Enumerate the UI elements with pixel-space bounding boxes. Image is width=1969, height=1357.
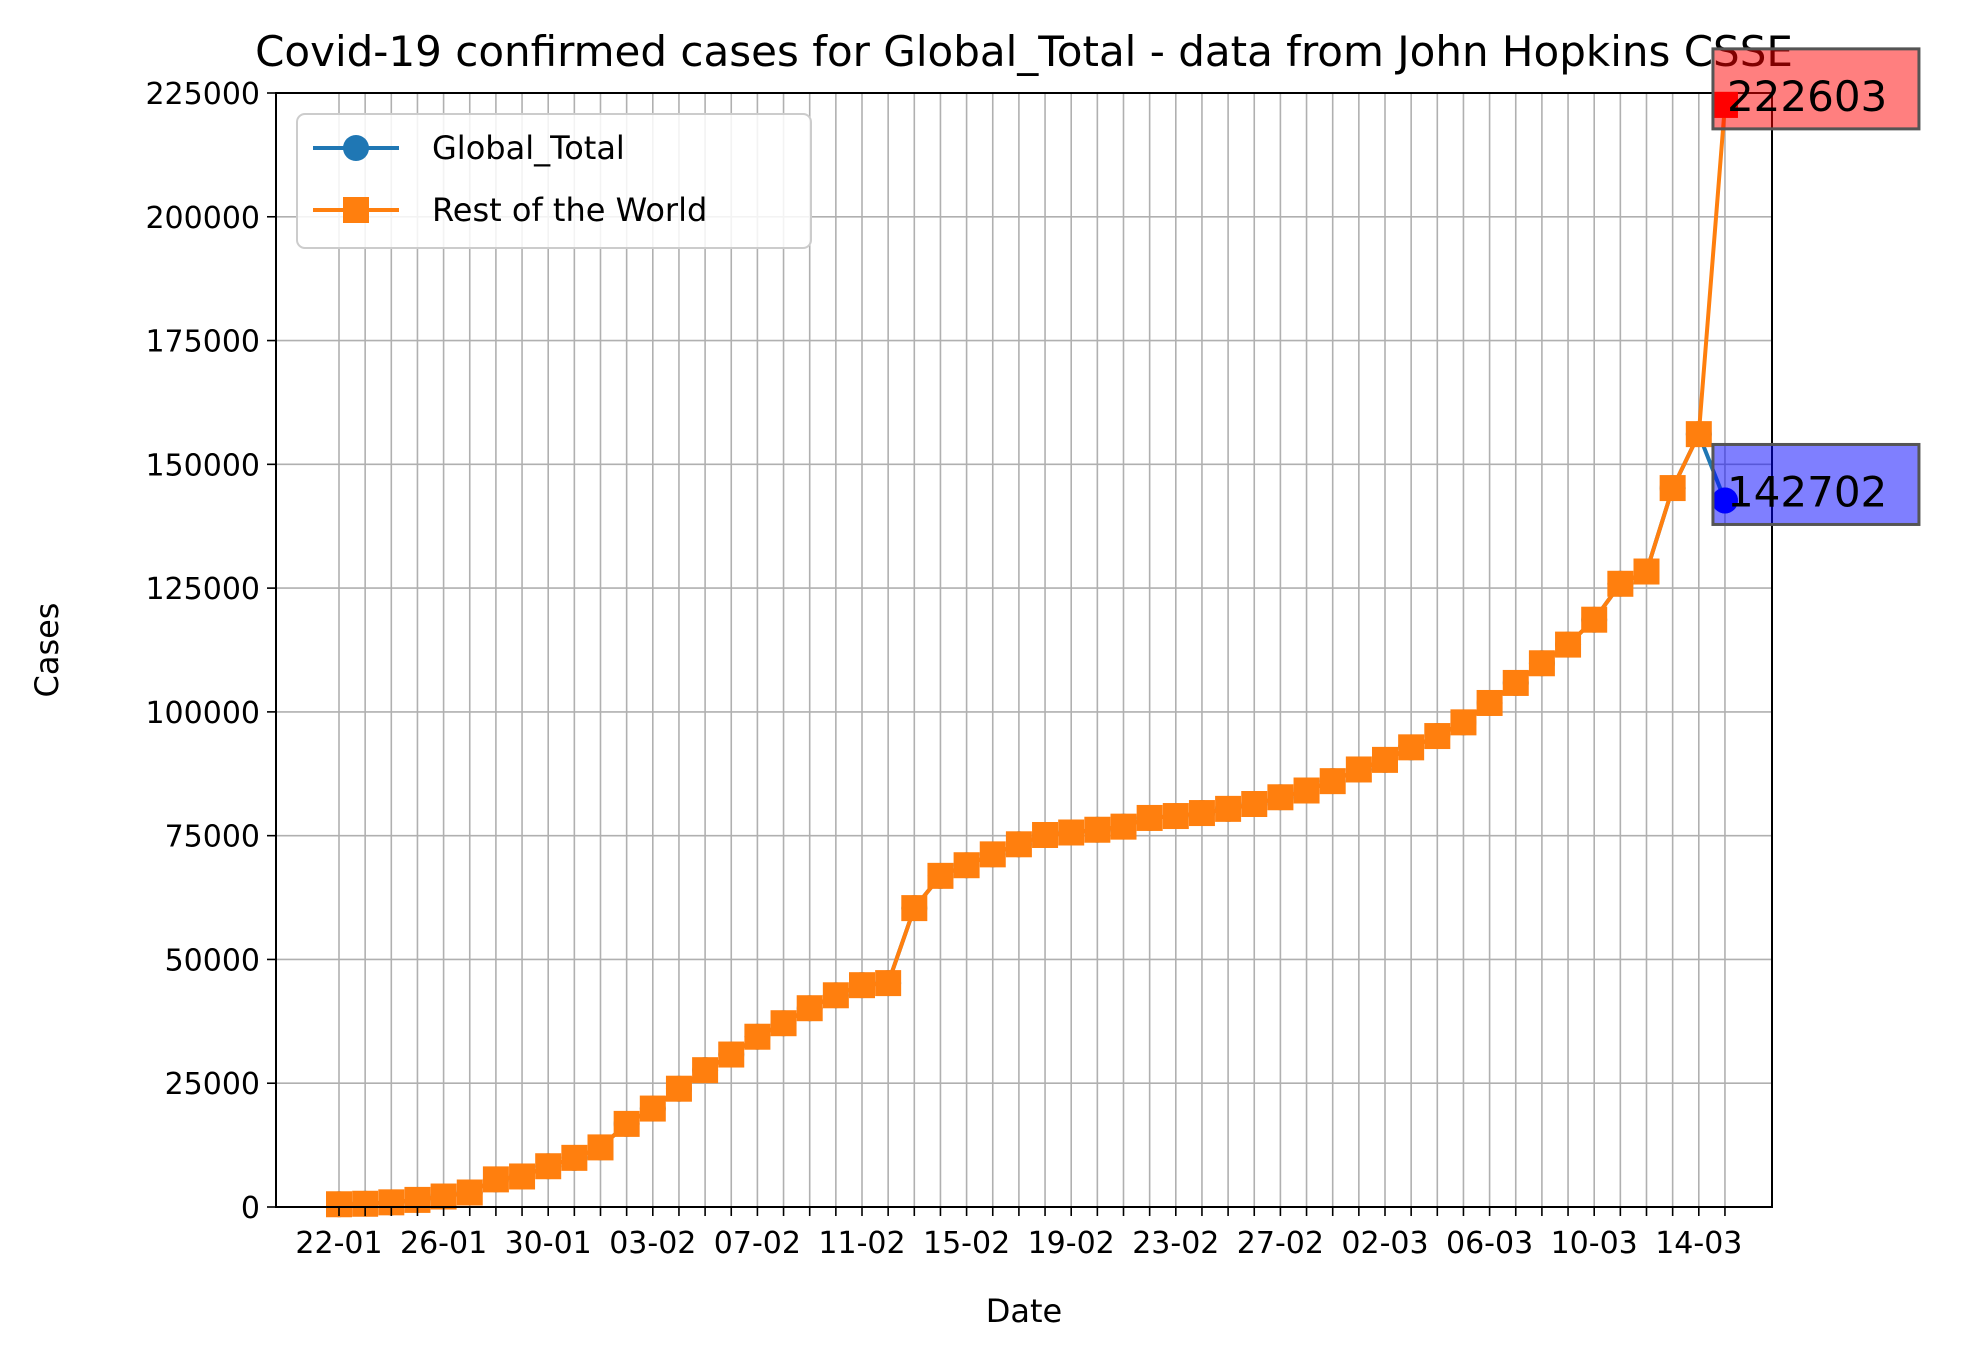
grid: [276, 92, 1772, 1208]
chart-title: Covid-19 confirmed cases for Global_Tota…: [255, 27, 1793, 76]
y-tick-label: 200000: [145, 201, 260, 236]
y-tick-label: 25000: [165, 1067, 260, 1102]
annotations: 142702 222603: [1711, 47, 1921, 526]
x-tick-label: 23-02: [1132, 1226, 1219, 1261]
x-tick-label: 19-02: [1028, 1226, 1115, 1261]
data-point: [1267, 784, 1294, 811]
y-tick-label: 125000: [145, 572, 260, 607]
annotation-label: 222603: [1727, 72, 1887, 121]
x-tick-label: 22-01: [295, 1226, 382, 1261]
data-point: [927, 862, 954, 889]
data-point: [1581, 606, 1608, 633]
data-point: [692, 1057, 719, 1084]
x-tick-label: 07-02: [714, 1226, 801, 1261]
data-point: [979, 841, 1006, 868]
data-point: [1607, 570, 1634, 597]
data-point: [587, 1134, 614, 1161]
legend-item: Rest of the World: [313, 191, 707, 229]
series-line: [338, 104, 1727, 1207]
data-point: [1555, 631, 1582, 658]
legend-label: Rest of the World: [432, 191, 707, 229]
data-point: [482, 1166, 509, 1193]
data-point: [953, 852, 980, 879]
y-tick-label: 175000: [145, 325, 260, 360]
data-point: [770, 1010, 797, 1037]
legend-item: Global_Total: [313, 129, 625, 167]
series-rest-of-the-world: [326, 91, 1738, 1218]
data-point: [849, 972, 875, 999]
data-point: [1450, 709, 1477, 736]
y-tick-label: 50000: [165, 943, 260, 978]
data-point: [1188, 800, 1215, 827]
data-point: [1084, 816, 1111, 843]
data-point: [1502, 669, 1529, 696]
data-point: [1476, 689, 1503, 716]
annotation-label: 142702: [1727, 467, 1887, 516]
data-point: [1136, 804, 1163, 831]
x-tick-label: 26-01: [400, 1226, 487, 1261]
data-point: [718, 1041, 745, 1068]
x-tick-label: 11-02: [818, 1226, 905, 1261]
plot-frame: [275, 92, 1773, 1208]
data-point: [430, 1183, 457, 1210]
y-tick-label: 75000: [165, 820, 260, 855]
y-tick-label: 0: [241, 1191, 260, 1226]
data-point: [509, 1163, 536, 1190]
data-point: [901, 895, 928, 922]
x-tick-label: 14-03: [1655, 1226, 1742, 1261]
data-point: [1005, 831, 1032, 858]
data-point: [796, 995, 823, 1022]
data-point: [1398, 734, 1425, 761]
data-point: [1685, 421, 1712, 448]
data-point: [1633, 558, 1660, 585]
data-point: [822, 982, 849, 1009]
legend-marker: [343, 135, 369, 161]
legend: Global_Total Rest of the World: [296, 113, 812, 249]
data-point: [665, 1075, 692, 1102]
data-point: [613, 1110, 640, 1137]
annotation-box: [1711, 442, 1921, 526]
x-tick-label: 10-03: [1551, 1226, 1638, 1261]
data-point: [744, 1023, 771, 1050]
x-tick-label: 30-01: [505, 1226, 592, 1261]
data-point: [1162, 803, 1189, 830]
x-axis-label: Date: [986, 1292, 1062, 1330]
y-tick-label: 150000: [145, 448, 260, 483]
y-tick-label: 225000: [145, 77, 260, 112]
data-point: [1215, 795, 1242, 822]
data-point: [561, 1144, 588, 1171]
data-point: [1058, 819, 1085, 846]
data-point: [1032, 821, 1059, 848]
data-point: [456, 1179, 483, 1206]
legend-marker: [343, 197, 369, 223]
x-tick-label: 03-02: [609, 1226, 696, 1261]
x-tick-label: 27-02: [1237, 1226, 1324, 1261]
data-point: [1345, 756, 1372, 783]
x-tick-label: 02-03: [1341, 1226, 1428, 1261]
data-point: [1319, 768, 1346, 795]
data-point: [1659, 475, 1686, 502]
axes: 22-01 26-01 30-01 03-02 07-02 11-02 15-02 19-02…: [145, 77, 1742, 1261]
data-point: [535, 1153, 562, 1180]
data-point: [1424, 723, 1451, 750]
x-tick-label: 06-03: [1446, 1226, 1533, 1261]
data-point: [1372, 746, 1398, 773]
data-point: [1241, 791, 1268, 818]
data-point: [1110, 813, 1137, 840]
x-tick-label: 15-02: [923, 1226, 1010, 1261]
data-point: [875, 970, 902, 997]
y-tick-label: 100000: [145, 696, 260, 731]
annotation-box: [1711, 47, 1921, 131]
legend-label: Global_Total: [432, 129, 625, 167]
series-layer: [326, 91, 1738, 1218]
data-point: [1293, 777, 1320, 804]
data-point: [639, 1095, 666, 1122]
series-global-total: [326, 421, 1738, 1218]
series-line: [338, 432, 1727, 1207]
legend-box: [296, 113, 812, 249]
y-axis-label: Cases: [28, 603, 66, 698]
data-point: [1528, 650, 1555, 677]
